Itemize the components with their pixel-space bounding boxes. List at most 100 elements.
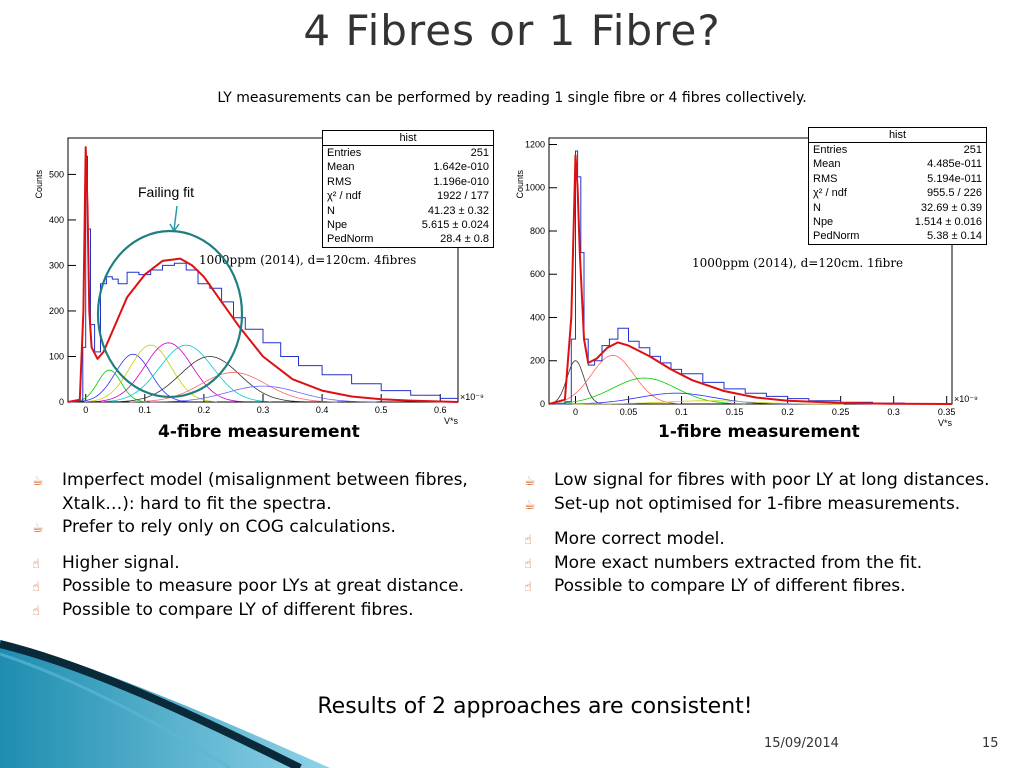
stats-key: Mean — [813, 158, 841, 171]
stats-key: Mean — [327, 161, 355, 174]
x-tick-label: 0.05 — [620, 407, 638, 417]
stats-row: Mean 4.485e-011 — [809, 157, 986, 171]
x-tick-label: 0.2 — [781, 407, 794, 417]
fit-component-curve — [129, 371, 338, 403]
x-tick-label: 0 — [83, 405, 88, 415]
list-item: ☕ Set-up not optimised for 1-fibre measur… — [522, 493, 992, 517]
stats-key: Npe — [327, 219, 348, 232]
stats-box-left: hist Entries 251 Mean 1.642e-010 RMS 1.196e-0… — [322, 130, 494, 248]
hand-up-icon: ☝ — [32, 603, 40, 619]
stats-value: 28.4 ± 0.8 — [440, 233, 489, 246]
list-item: ☝ Possible to compare LY of different fib… — [522, 575, 992, 599]
stats-value: 4.485e-011 — [927, 158, 982, 171]
stats-row: N 41.23 ± 0.32 — [323, 204, 493, 218]
hand-down-icon: ☕ — [524, 497, 536, 513]
y-tick-label: 200 — [530, 356, 545, 366]
stats-key: χ² / ndf — [813, 187, 847, 200]
list-item: ☝ Higher signal. — [30, 552, 480, 576]
x-tick-label: 0.1 — [675, 407, 688, 417]
y-tick-label: 800 — [530, 226, 545, 236]
stats-box-header: hist — [323, 131, 493, 146]
hand-down-icon: ☕ — [32, 474, 44, 489]
histogram-series — [554, 150, 952, 405]
stats-row: Npe 1.514 ± 0.016 — [809, 215, 986, 229]
hand-up-icon: ☝ — [524, 580, 532, 595]
fit-component-curve — [115, 356, 305, 403]
x-tick-label: 0.15 — [726, 407, 744, 417]
hand-up-icon: ☝ — [524, 556, 532, 572]
y-tick-label: 1200 — [525, 139, 545, 149]
stats-key: N — [327, 204, 335, 217]
stats-box-right: hist Entries 251 Mean 4.485e-011 RMS 5.194e-0… — [808, 127, 987, 245]
fit-component-curve — [84, 344, 217, 403]
x-axis-label: V*s — [444, 416, 459, 426]
x-tick-label: 0.5 — [375, 405, 388, 415]
stats-row: χ² / ndf 955.5 / 226 — [809, 186, 986, 200]
x-tick-label: 0.6 — [434, 405, 447, 415]
stats-box-header: hist — [809, 128, 986, 143]
y-tick-label: 400 — [530, 312, 545, 322]
fit-total-curve — [548, 154, 953, 405]
stats-value: 1.642e-010 — [433, 161, 489, 174]
stats-row: Entries 251 — [809, 143, 986, 157]
stats-key: Npe — [813, 216, 834, 229]
stats-value: 41.23 ± 0.32 — [427, 204, 489, 217]
decorative-swoosh — [0, 640, 330, 768]
stats-row: PedNorm 5.38 ± 0.14 — [809, 229, 986, 243]
stats-value: 5.38 ± 0.14 — [927, 230, 982, 243]
stats-key: PedNorm — [813, 230, 860, 243]
y-tick-label: 400 — [49, 215, 64, 225]
stats-row: Mean 1.642e-010 — [323, 160, 493, 174]
stats-key: RMS — [327, 175, 352, 188]
plot-label-left: 1000ppm (2014), d=120cm. 4fibres — [199, 253, 417, 267]
annotation-circle — [96, 205, 244, 399]
x-axis-label: V*s — [938, 418, 953, 428]
slide-title: 4 Fibres or 1 Fibre? — [303, 6, 721, 55]
x-tick-label: 0.2 — [198, 405, 211, 415]
fit-component-curve — [149, 385, 377, 403]
list-item: ☕ Imperfect model (misalignment between f… — [32, 470, 468, 514]
fit-component-curve — [548, 360, 603, 405]
plot-frame — [548, 137, 953, 405]
stats-key: χ² / ndf — [327, 190, 361, 203]
hand-down-icon: ☕ — [524, 474, 536, 489]
x-tick-label: 0.3 — [257, 405, 270, 415]
stats-key: RMS — [813, 172, 838, 185]
y-axis-label: Counts — [34, 170, 44, 199]
y-tick-label: 300 — [49, 260, 64, 270]
y-tick-label: 1000 — [525, 183, 545, 193]
list-item: ☝ More correct model. — [522, 528, 992, 552]
stats-value: 955.5 / 226 — [926, 187, 982, 200]
x-tick-label: 0.35 — [938, 407, 956, 417]
histogram-series — [71, 155, 458, 403]
fit-component-curve — [550, 377, 747, 405]
y-tick-label: 500 — [49, 169, 64, 179]
list-item: ☝ Possible to compare LY of different fib… — [30, 599, 480, 623]
y-tick-label: 0 — [59, 397, 64, 407]
stats-value: 5.615 ± 0.024 — [421, 219, 489, 232]
stats-value: 1.514 ± 0.016 — [914, 216, 982, 229]
stats-row: N 32.69 ± 0.39 — [809, 201, 986, 215]
stats-value: 251 — [963, 144, 982, 156]
fit-component-curve — [92, 342, 245, 402]
slide-page-number: 15 — [982, 736, 999, 751]
bullets-left: ☕ Imperfect model (misalignment between f… — [30, 469, 480, 622]
fit-component-curve — [71, 369, 148, 403]
stats-row: χ² / ndf 1922 / 177 — [323, 189, 493, 203]
slide-subtitle: LY measurements can be performed by read… — [217, 90, 807, 106]
stats-value: 1.196e-010 — [433, 175, 489, 188]
stats-row: Npe 5.615 ± 0.024 — [323, 218, 493, 232]
y-tick-label: 0 — [540, 399, 545, 409]
caption-left: 4-fibre measurement — [158, 422, 360, 442]
fit-total-curve — [67, 146, 459, 403]
list-item: ☝ More exact numbers extracted from the f… — [522, 552, 992, 576]
x-tick-label: 0 — [573, 407, 578, 417]
stats-value: 251 — [470, 147, 489, 159]
stats-value: 32.69 ± 0.39 — [920, 201, 982, 214]
bullets-right: ☕ Low signal for fibres with poor LY at l… — [522, 469, 992, 599]
conclusion-text: Results of 2 approaches are consistent! — [317, 694, 753, 719]
y-axis-label: Counts — [515, 170, 525, 199]
histogram-1-fibre: 0 200 400 600 800 1000 1200 0 0.05 0.1 0.15 0.2 0.25… — [515, 137, 978, 428]
stats-value: 5.194e-011 — [927, 172, 982, 185]
fit-component-curve — [101, 344, 272, 403]
